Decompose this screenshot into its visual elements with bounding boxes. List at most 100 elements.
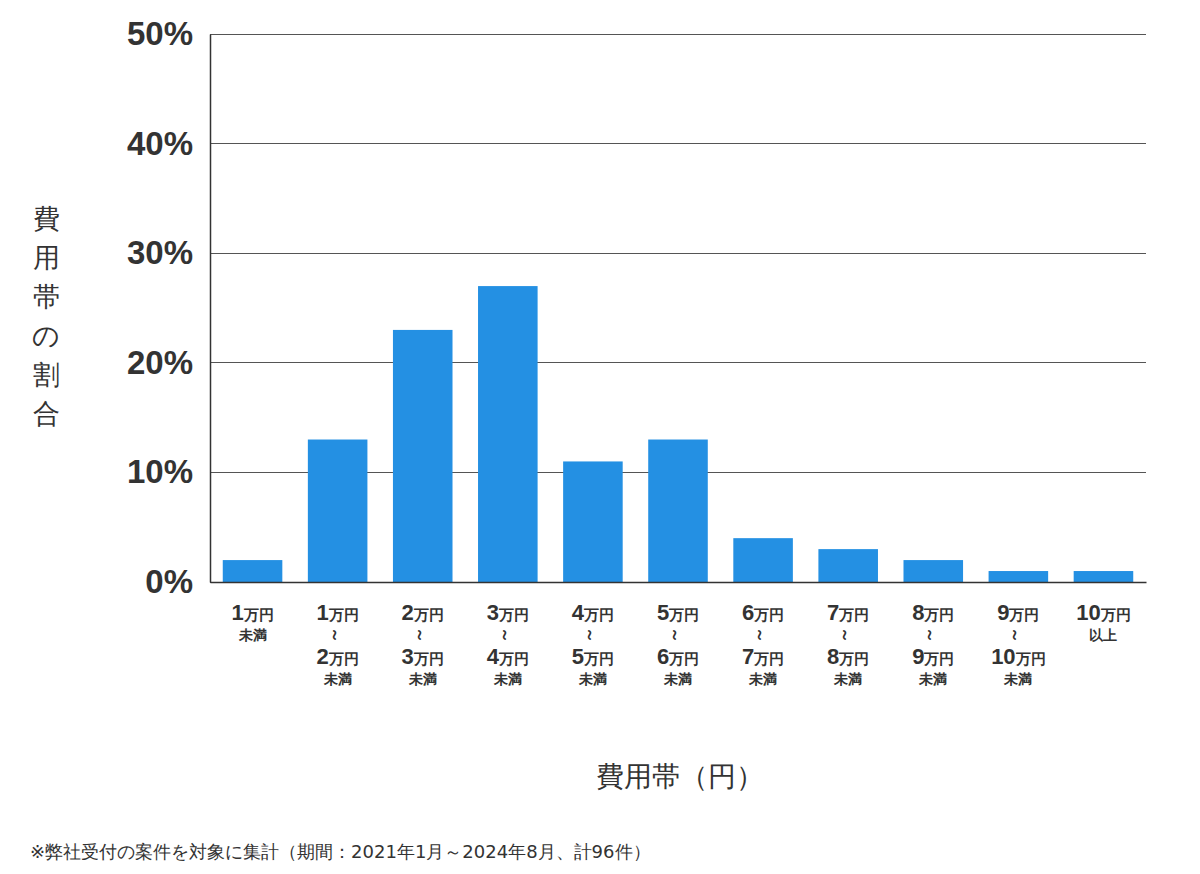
x-tick-label-part: 万円 xyxy=(498,650,529,667)
x-tick-label-part: 1 xyxy=(231,600,243,625)
x-tick-label-tilde: ～ xyxy=(497,627,514,643)
x-tick-label-part: 未満 xyxy=(748,671,777,687)
x-tick-label-part: 万円 xyxy=(668,650,699,667)
x-tick: 1万円～2万円未満 xyxy=(317,582,359,687)
x-tick-label-part: 未満 xyxy=(918,671,947,687)
x-tick-label: 3万円～4万円未満 xyxy=(487,600,529,687)
x-tick: 2万円～3万円未満 xyxy=(402,582,444,687)
x-tick-label-part: 2 xyxy=(317,644,329,669)
x-tick-label-part: 未満 xyxy=(663,671,692,687)
grid-line xyxy=(210,34,1146,35)
y-axis: 0%10%20%30%40%50% xyxy=(127,15,211,600)
grid xyxy=(210,34,1146,582)
x-tick-label: 7万円～8万円未満 xyxy=(827,600,869,687)
x-tick-label-part: 万円 xyxy=(1015,650,1046,667)
bar xyxy=(733,538,793,582)
grid-line xyxy=(210,362,1146,363)
y-axis-line xyxy=(210,35,212,583)
x-tick-label-tilde: ～ xyxy=(1007,627,1024,643)
x-tick-label-tilde: ～ xyxy=(922,627,939,643)
y-axis-title-char: 費 xyxy=(33,203,60,234)
x-tick-label-part: 万円 xyxy=(583,606,614,623)
x-tick-label-part: 万円 xyxy=(328,650,359,667)
bar xyxy=(1074,571,1134,582)
x-tick: 10万円以上 xyxy=(1076,582,1130,643)
x-tick-label-part: 未満 xyxy=(408,671,437,687)
y-tick: 0% xyxy=(145,563,210,600)
x-tick-label-part: 万円 xyxy=(243,606,274,623)
x-tick-label-tilde: ～ xyxy=(327,627,344,643)
x-tick-label-part: 万円 xyxy=(838,650,869,667)
x-tick-label-part: 4 xyxy=(487,644,500,669)
x-tick: 5万円～6万円未満 xyxy=(657,582,699,687)
bar xyxy=(818,549,878,582)
x-tick-label-tilde: ～ xyxy=(837,627,854,643)
x-tick-label-part: 6 xyxy=(657,644,669,669)
grid-line xyxy=(210,143,1146,144)
x-tick-label-part: 万円 xyxy=(413,606,444,623)
x-tick-label-part: 2 xyxy=(402,600,414,625)
x-tick-label-part: 9 xyxy=(997,600,1009,625)
x-tick-label-part: 未満 xyxy=(238,627,267,643)
x-axis-title: 費用帯（円） xyxy=(596,760,764,793)
x-tick-label: 1万円未満 xyxy=(231,600,273,643)
x-tick-label: 6万円～7万円未満 xyxy=(742,600,784,687)
y-tick-label: 40% xyxy=(127,125,193,162)
x-tick-label: 5万円～6万円未満 xyxy=(657,600,699,687)
bar xyxy=(903,560,963,582)
y-axis-title-char: 用 xyxy=(33,242,60,273)
x-tick: 3万円～4万円未満 xyxy=(487,582,529,687)
x-tick-label-tilde: ～ xyxy=(412,627,429,643)
y-axis-title-char: 帯 xyxy=(33,281,60,312)
x-tick-label-part: 万円 xyxy=(583,650,614,667)
x-tick-label-part: 5 xyxy=(657,600,669,625)
x-tick-label-part: 万円 xyxy=(1100,606,1131,623)
grid-line xyxy=(210,253,1146,254)
x-tick-label-tilde: ～ xyxy=(582,627,599,643)
x-tick-label-part: 万円 xyxy=(923,650,954,667)
x-tick-label: 2万円～3万円未満 xyxy=(402,600,444,687)
x-tick-label-part: 万円 xyxy=(753,650,784,667)
x-tick-label-tilde: ～ xyxy=(667,627,684,643)
x-tick-label-part: 7 xyxy=(827,600,839,625)
y-tick: 10% xyxy=(127,453,210,490)
x-tick-label-part: 未満 xyxy=(578,671,607,687)
x-tick-label-part: 8 xyxy=(827,644,839,669)
y-tick-label: 0% xyxy=(145,563,193,600)
x-tick-label-part: 万円 xyxy=(328,606,359,623)
bars xyxy=(223,286,1133,582)
x-tick-label-part: 万円 xyxy=(668,606,699,623)
x-tick-label-part: 10 xyxy=(1076,600,1100,625)
footnote: ※弊社受付の案件を対象に集計（期間：2021年1月～2024年8月、計96件） xyxy=(30,841,651,862)
x-tick-label-part: 以上 xyxy=(1089,627,1117,643)
y-tick: 50% xyxy=(127,15,210,52)
y-axis-title: 費用帯の割合 xyxy=(32,203,60,429)
x-tick: 6万円～7万円未満 xyxy=(742,582,784,687)
x-tick-label-part: 未満 xyxy=(493,671,522,687)
x-tick: 4万円～5万円未満 xyxy=(572,582,614,687)
x-tick-label-part: 未満 xyxy=(833,671,862,687)
x-axis-line xyxy=(211,582,1147,584)
y-tick-label: 50% xyxy=(127,15,193,52)
x-tick-label-part: 万円 xyxy=(413,650,444,667)
x-tick: 7万円～8万円未満 xyxy=(827,582,869,687)
x-tick-label-part: 1 xyxy=(317,600,329,625)
x-tick: 1万円未満 xyxy=(231,582,273,643)
y-axis-title-char: 割 xyxy=(33,359,60,390)
x-tick-label-part: 5 xyxy=(572,644,584,669)
y-axis-title-char: の xyxy=(32,320,60,351)
x-tick-label-part: 3 xyxy=(402,644,414,669)
x-tick-label-part: 7 xyxy=(742,644,754,669)
x-tick: 8万円～9万円未満 xyxy=(912,582,954,687)
x-tick-label: 10万円以上 xyxy=(1076,600,1130,643)
x-tick-label-part: 6 xyxy=(742,600,754,625)
x-tick-label-part: 3 xyxy=(487,600,499,625)
bar xyxy=(308,440,368,582)
x-tick-label-part: 未満 xyxy=(323,671,352,687)
x-tick-label: 9万円～10万円未満 xyxy=(991,600,1045,687)
x-tick-label-part: 9 xyxy=(912,644,924,669)
bar xyxy=(393,330,453,582)
x-tick-label: 1万円～2万円未満 xyxy=(317,600,359,687)
y-tick-label: 30% xyxy=(127,234,193,271)
x-tick-label-part: 万円 xyxy=(1008,606,1039,623)
